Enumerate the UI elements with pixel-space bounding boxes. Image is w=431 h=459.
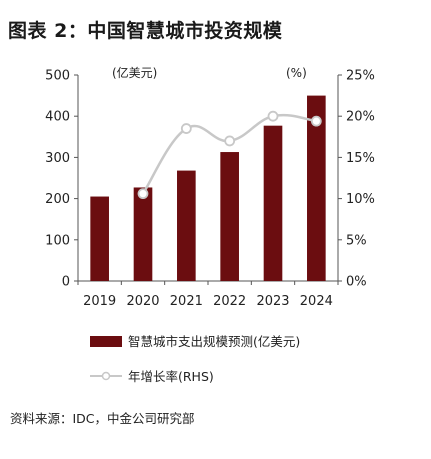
- legend-bar-swatch: [90, 336, 122, 347]
- left-tick-label: 300: [45, 151, 70, 166]
- x-tick-label: 2019: [83, 294, 116, 309]
- right-tick-label: 15%: [346, 151, 375, 166]
- x-axis-ticks: 2019 2020 2021 2022 2023 2024: [77, 281, 339, 309]
- growth-point-2021: [180, 123, 192, 134]
- bar-series: [90, 95, 326, 282]
- bar-2024: [307, 95, 326, 281]
- x-tick-label: 2024: [300, 294, 333, 309]
- x-tick-label: 2023: [256, 294, 289, 309]
- x-tick-label: 2021: [170, 294, 203, 309]
- left-tick-label: 100: [45, 233, 70, 248]
- bar-2022: [220, 152, 239, 281]
- right-tick-label: 20%: [346, 110, 375, 125]
- line-series: [137, 110, 322, 200]
- right-tick-label: 25%: [346, 69, 375, 84]
- legend-line-label: 年增长率(RHS): [128, 369, 214, 384]
- growth-point-2022: [224, 135, 236, 147]
- left-tick-label: 0: [62, 275, 70, 290]
- source-note: 资料来源：IDC，中金公司研究部: [10, 411, 195, 426]
- chart-title: 图表 2：中国智慧城市投资规模: [8, 20, 283, 42]
- legend: 智慧城市支出规模预测(亿美元) 年增长率(RHS): [90, 334, 300, 384]
- left-axis-unit: (亿美元): [112, 65, 157, 80]
- right-tick-label: 5%: [346, 233, 367, 248]
- left-tick-label: 200: [45, 192, 70, 207]
- right-tick-label: 0%: [346, 275, 367, 290]
- right-tick-label: 10%: [346, 192, 375, 207]
- bar-2021: [177, 170, 196, 281]
- growth-point-2020: [137, 188, 149, 200]
- legend-bar-label: 智慧城市支出规模预测(亿美元): [128, 334, 300, 349]
- growth-point-2023: [267, 110, 279, 122]
- x-tick-label: 2022: [213, 294, 246, 309]
- left-tick-label: 500: [45, 69, 70, 84]
- growth-point-2024: [310, 115, 322, 127]
- bar-2020: [133, 187, 153, 281]
- bar-2019: [90, 196, 109, 281]
- left-axis-ticks: 0 100 200 300 400 500: [45, 69, 78, 290]
- legend-line-marker: [101, 371, 111, 381]
- right-axis-ticks: 0% 5% 10% 15% 20% 25%: [338, 69, 375, 290]
- bar-2023: [263, 125, 283, 282]
- left-tick-label: 400: [45, 110, 70, 125]
- x-tick-label: 2020: [126, 294, 159, 309]
- right-axis-unit: (%): [286, 66, 307, 80]
